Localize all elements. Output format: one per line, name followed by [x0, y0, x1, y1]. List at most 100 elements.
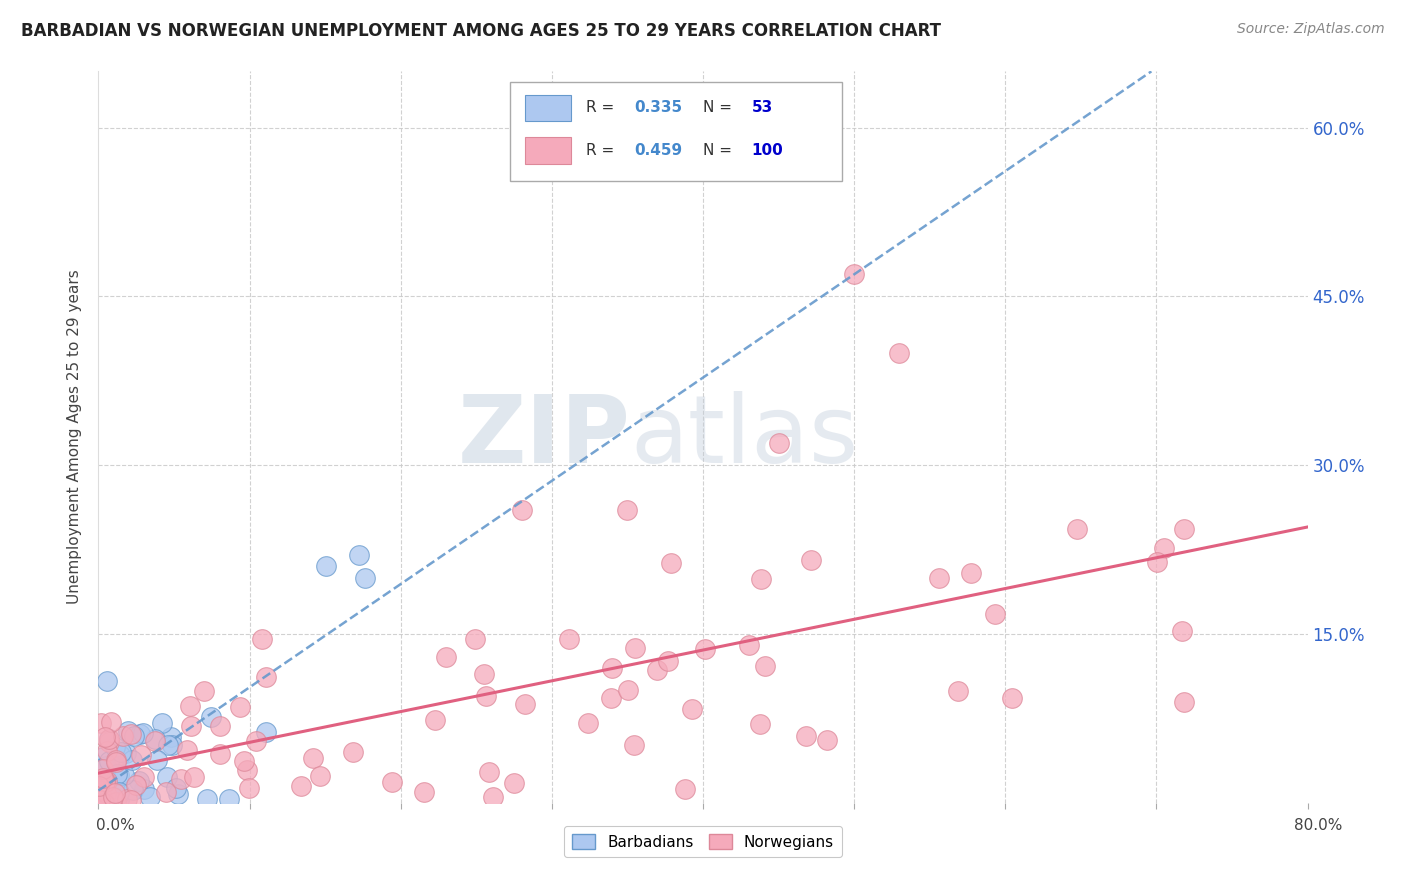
Point — [948, 683, 970, 698]
Point — [165, 781, 187, 796]
Bar — [526, 95, 571, 121]
Point — [617, 682, 640, 697]
Point — [1173, 695, 1195, 709]
Point — [235, 764, 257, 778]
Text: 0.459: 0.459 — [634, 143, 682, 158]
Point — [90, 716, 112, 731]
Point — [502, 776, 524, 790]
Point — [156, 738, 179, 752]
Point — [623, 738, 645, 752]
Point — [381, 775, 404, 789]
Point — [464, 632, 486, 647]
Point — [120, 727, 142, 741]
Point — [749, 716, 772, 731]
Point — [1171, 624, 1194, 639]
Text: Source: ZipAtlas.com: Source: ZipAtlas.com — [1237, 22, 1385, 37]
Point — [129, 747, 152, 762]
Point — [238, 781, 260, 796]
Point — [112, 768, 135, 782]
Point — [425, 713, 447, 727]
Point — [290, 779, 312, 793]
Point — [89, 783, 111, 797]
Point — [105, 755, 128, 769]
Point — [93, 791, 115, 805]
Point — [600, 661, 623, 675]
Point — [104, 796, 127, 810]
Point — [176, 743, 198, 757]
FancyBboxPatch shape — [509, 82, 842, 181]
Text: 80.0%: 80.0% — [1295, 818, 1343, 832]
Point — [94, 786, 117, 800]
Point — [93, 771, 115, 785]
Point — [233, 754, 256, 768]
Point — [104, 754, 127, 768]
Point — [478, 764, 501, 779]
Point — [128, 773, 150, 788]
Point — [250, 632, 273, 646]
Point — [659, 556, 682, 570]
Point — [91, 750, 114, 764]
Point — [200, 710, 222, 724]
Text: ZIP: ZIP — [457, 391, 630, 483]
Point — [117, 724, 139, 739]
Point — [738, 638, 761, 652]
Point — [209, 747, 232, 761]
Point — [152, 715, 174, 730]
Point — [347, 548, 370, 562]
Point — [103, 786, 125, 800]
Text: 0.335: 0.335 — [634, 101, 682, 115]
Point — [101, 790, 124, 805]
Point — [121, 753, 143, 767]
Point — [474, 690, 496, 704]
Point — [98, 732, 121, 747]
Point — [170, 772, 193, 786]
Text: atlas: atlas — [630, 391, 859, 483]
Point — [984, 607, 1007, 621]
Point — [90, 761, 112, 775]
Point — [315, 559, 337, 574]
Point — [97, 754, 120, 768]
Point — [112, 730, 135, 744]
Text: 100: 100 — [751, 143, 783, 158]
Point — [576, 716, 599, 731]
Point — [115, 792, 138, 806]
Text: N =: N = — [703, 101, 737, 115]
Point — [481, 789, 503, 804]
Legend: Barbadians, Norwegians: Barbadians, Norwegians — [564, 826, 842, 857]
Point — [301, 750, 323, 764]
Point — [93, 792, 115, 806]
Point — [1001, 690, 1024, 705]
Point — [166, 787, 188, 801]
Text: BARBADIAN VS NORWEGIAN UNEMPLOYMENT AMONG AGES 25 TO 29 YEARS CORRELATION CHART: BARBADIAN VS NORWEGIAN UNEMPLOYMENT AMON… — [21, 22, 941, 40]
Text: R =: R = — [586, 101, 619, 115]
Point — [228, 700, 250, 714]
Point — [844, 267, 866, 281]
Point — [94, 773, 117, 788]
Point — [108, 787, 131, 801]
Point — [110, 745, 132, 759]
Point — [115, 746, 138, 760]
Point — [96, 744, 118, 758]
Point — [108, 785, 131, 799]
Point — [928, 571, 950, 585]
Point — [623, 640, 645, 655]
Point — [768, 435, 790, 450]
Text: N =: N = — [703, 143, 737, 158]
Point — [122, 783, 145, 797]
Point — [513, 697, 536, 711]
Point — [101, 794, 124, 808]
Point — [104, 739, 127, 754]
Point — [673, 782, 696, 797]
Point — [94, 775, 117, 789]
Point — [815, 732, 838, 747]
Point — [209, 719, 232, 733]
Point — [156, 770, 179, 784]
Point — [96, 673, 118, 688]
Point — [132, 770, 155, 784]
Point — [193, 684, 215, 698]
Point — [122, 729, 145, 743]
Point — [183, 770, 205, 784]
Point — [129, 727, 152, 741]
Point — [91, 790, 114, 805]
Point — [98, 732, 121, 747]
